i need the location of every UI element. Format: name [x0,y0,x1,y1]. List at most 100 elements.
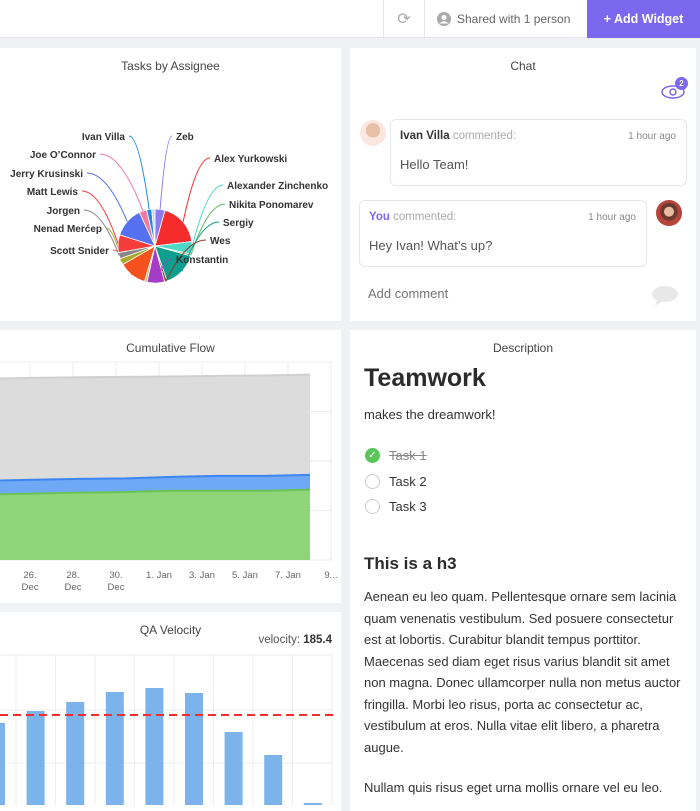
avatar-you [656,200,682,226]
velocity-bar [66,702,85,805]
add-comment-input[interactable] [368,286,638,301]
velocity-bar [303,803,322,805]
velocity-bar [185,693,203,805]
shared-button[interactable]: Shared with 1 person [425,0,587,38]
pie-connector [86,172,128,222]
checked-icon[interactable]: ✓ [365,448,380,463]
x-tick-label: 9... [324,570,337,581]
pie-label: Nikita Ponomarev [229,200,314,211]
message-text: Hey Ivan! What’s up? [369,238,493,253]
pie-label: Nenad Merćep [34,224,102,235]
chat-widget: Chat 2 Ivan Villa commented: 1 hour ago … [350,48,696,321]
pie-label: Wes [210,236,231,247]
shared-label: Shared with 1 person [457,12,571,26]
task-label: Task 1 [389,448,427,463]
unchecked-icon[interactable] [365,474,380,489]
task-label: Task 2 [389,474,427,489]
checklist-item[interactable]: ✓ Task 1 [365,448,427,463]
message-header: Ivan Villa commented: [400,130,516,142]
tasks-by-assignee-widget: Tasks by Assignee Zeb Alex Yurkowski Alexa… [0,48,341,321]
velocity-value: 185.4 [303,634,332,646]
velocity-bar [26,711,45,805]
pie-slice [151,208,156,247]
pie-connector [165,239,207,282]
pie-connector [182,157,211,223]
task-label: Task 3 [389,499,427,514]
checklist-item[interactable]: Task 3 [365,499,427,514]
x-tick-label: 30. [109,570,122,581]
pie-connector [191,184,224,249]
widget-title: Description [492,341,554,355]
message-time: 1 hour ago [628,131,676,142]
pie-chart: Zeb Alex Yurkowski Alexander Zinchenko Niki… [10,132,328,284]
pie-connector [99,153,144,212]
velocity-bar [0,723,5,805]
message-author: You [369,211,390,223]
pie-label: Jerry Krusinski [10,169,83,180]
message-verb: commented: [393,211,457,223]
area-series-line [0,373,311,380]
message-header: You commented: [369,211,456,223]
chat-message: You commented: 1 hour ago Hey Ivan! What… [359,200,647,267]
top-bar: ⟳ Shared with 1 person + Add Widget [0,0,700,38]
widget-title: QA Velocity [139,623,202,637]
velocity-bar [105,692,124,805]
pie-label: Alex Yurkowski [214,154,287,165]
bar-chart [0,654,333,805]
pie-label: Jorgen [47,206,80,217]
description-widget: Description Teamwork makes the dreamwork… [350,330,696,811]
velocity-label: velocity: [258,634,301,646]
velocity-bar [264,755,283,805]
pie-label: Zeb [176,132,194,143]
area-series-line [0,473,311,482]
refresh-button[interactable]: ⟳ [383,0,425,38]
velocity-readout: velocity: 185.4 [258,634,332,646]
x-tick-label: 26. [23,570,36,581]
heading-3: This is a h3 [364,554,457,573]
pie-label: Joe O’Connor [30,150,96,161]
x-tick-label: 28. [66,570,79,581]
area-series-line [0,488,311,496]
pie-connector [83,209,120,256]
eye-icon [661,85,685,99]
subtitle: makes the dreamwork! [364,407,496,422]
pie-connector [181,221,220,272]
refresh-icon: ⟳ [397,11,411,28]
comment-icon[interactable] [651,285,679,307]
pie-connector [128,135,150,210]
pie-label: Konstantin [176,255,228,266]
x-tick-label: 3. Jan [189,570,215,581]
cumulative-flow-widget: Cumulative Flow 26. Dec 28. Dec 30. Dec 1. Jan… [0,330,341,603]
pie-connector [81,190,119,244]
chat-message: Ivan Villa commented: 1 hour ago Hello T… [390,119,687,186]
add-widget-button[interactable]: + Add Widget [587,0,700,38]
pie-label: Ivan Villa [82,132,126,143]
unchecked-icon[interactable] [365,499,380,514]
avatar-ivan-villa [360,120,386,146]
heading-1: Teamwork [364,364,486,392]
watchers-button[interactable]: 2 [661,77,688,104]
message-text: Hello Team! [400,157,469,172]
pie-connector [155,258,173,284]
pie-connector [190,203,226,256]
watchers-count-badge: 2 [675,77,688,90]
widget-title: Tasks by Assignee [121,59,220,73]
velocity-bar [224,732,243,805]
pie-slice [154,209,193,247]
pie-label: Scott Snider [50,246,109,257]
message-author: Ivan Villa [400,130,450,142]
pie-label: Alexander Zinchenko [227,181,328,192]
checklist-item[interactable]: Task 2 [365,474,427,489]
pie-connector [159,135,173,210]
x-tick-label: Dec [65,582,82,593]
velocity-bar [145,688,164,805]
area-series [0,489,310,560]
pie-label: Matt Lewis [27,187,79,198]
message-time: 1 hour ago [588,212,636,223]
paragraph: Aenean eu leo quam. Pellentesque ornare … [364,589,681,755]
x-tick-label: 5. Jan [232,570,258,581]
pie-label: Sergiy [223,218,254,229]
x-tick-label: 1. Jan [146,570,172,581]
qa-velocity-widget: QA Velocity velocity: 185.4 [0,612,341,811]
